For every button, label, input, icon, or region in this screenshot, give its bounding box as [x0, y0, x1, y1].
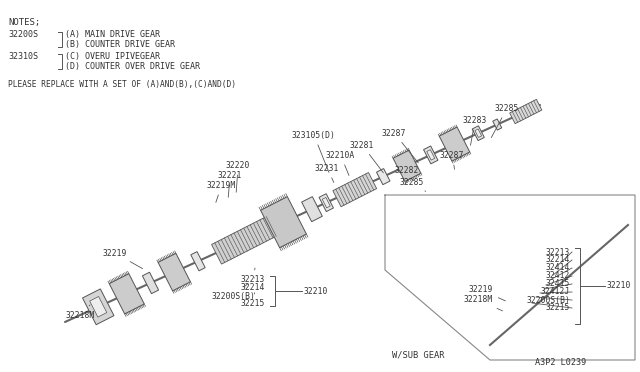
Text: 32287: 32287	[440, 151, 465, 169]
Text: (D) COUNTER OVER DRIVE GEAR: (D) COUNTER OVER DRIVE GEAR	[65, 62, 200, 71]
Text: 32214: 32214	[546, 256, 570, 264]
Text: 32412J: 32412J	[541, 288, 570, 296]
Text: 32310S: 32310S	[8, 52, 38, 61]
Text: 32200S(B): 32200S(B)	[526, 295, 570, 305]
Text: NOTES;: NOTES;	[8, 18, 40, 27]
Text: 323105(D): 323105(D)	[292, 131, 336, 172]
Text: 32213: 32213	[546, 247, 570, 257]
Polygon shape	[319, 194, 333, 212]
Polygon shape	[439, 127, 470, 161]
Polygon shape	[475, 129, 481, 138]
Text: 32221: 32221	[218, 170, 243, 197]
Text: 32220: 32220	[226, 160, 250, 192]
Text: 32285: 32285	[400, 177, 426, 192]
Text: 32414: 32414	[546, 263, 570, 273]
Text: 32213: 32213	[241, 268, 265, 285]
Text: 32285: 32285	[492, 103, 520, 138]
Polygon shape	[493, 119, 502, 130]
Polygon shape	[83, 289, 114, 325]
Polygon shape	[333, 173, 377, 207]
Text: 32219: 32219	[468, 285, 506, 301]
Polygon shape	[393, 150, 421, 182]
Text: 32218M: 32218M	[464, 295, 502, 311]
Text: 32200S(B): 32200S(B)	[211, 284, 255, 301]
Text: 32219M: 32219M	[207, 180, 236, 202]
Text: 32415: 32415	[546, 279, 570, 289]
Text: 32219: 32219	[102, 248, 143, 269]
Text: 32287: 32287	[382, 128, 419, 163]
Polygon shape	[260, 197, 307, 248]
Text: (A) MAIN DRIVE GEAR: (A) MAIN DRIVE GEAR	[65, 30, 160, 39]
Text: 32281: 32281	[350, 141, 383, 173]
Polygon shape	[158, 253, 191, 291]
Text: 32215: 32215	[241, 293, 265, 308]
Polygon shape	[142, 272, 159, 294]
Text: 32210: 32210	[304, 286, 328, 295]
Text: 32283: 32283	[463, 115, 488, 145]
Text: 32210A: 32210A	[326, 151, 355, 176]
Polygon shape	[323, 198, 330, 208]
Text: 32215: 32215	[546, 304, 570, 312]
Text: (B) COUNTER DRIVE GEAR: (B) COUNTER DRIVE GEAR	[65, 40, 175, 49]
Polygon shape	[191, 251, 205, 271]
Text: 32231: 32231	[315, 164, 339, 183]
Text: 32282: 32282	[395, 166, 419, 181]
Text: (C) OVERU IPIVEGEAR: (C) OVERU IPIVEGEAR	[65, 52, 160, 61]
Text: 32218M: 32218M	[66, 305, 95, 320]
Polygon shape	[212, 215, 280, 264]
Polygon shape	[472, 126, 484, 141]
Polygon shape	[509, 99, 542, 124]
Polygon shape	[424, 146, 438, 164]
Text: 32214: 32214	[241, 278, 265, 292]
Text: 32210: 32210	[607, 282, 632, 291]
Text: PLEASE REPLACE WITH A SET OF (A)AND(B),(C)AND(D): PLEASE REPLACE WITH A SET OF (A)AND(B),(…	[8, 80, 236, 89]
Text: W/SUB GEAR: W/SUB GEAR	[392, 350, 445, 359]
Text: 32412: 32412	[546, 272, 570, 280]
Polygon shape	[301, 197, 323, 222]
Text: 32200S: 32200S	[8, 30, 38, 39]
Text: A3P2 L0239: A3P2 L0239	[535, 358, 586, 367]
Polygon shape	[90, 296, 107, 317]
Polygon shape	[376, 169, 390, 185]
Polygon shape	[109, 274, 144, 314]
Polygon shape	[427, 150, 435, 160]
